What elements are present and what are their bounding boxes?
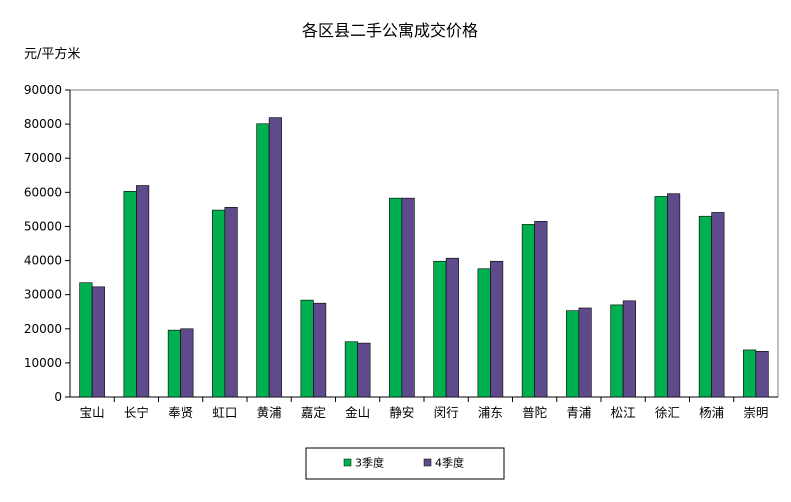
bar-q3 (212, 209, 226, 398)
x-tick-label: 宝山 (80, 405, 105, 420)
legend-swatch-q3 (343, 458, 352, 467)
bar-q3 (698, 215, 712, 398)
legend-swatch-q4 (423, 458, 432, 467)
legend-box (305, 447, 505, 480)
bar-q4 (91, 286, 105, 398)
bar-q4 (667, 193, 681, 398)
bar-q4 (534, 221, 548, 398)
legend-label-q4: 4季度 (435, 456, 464, 470)
x-tick-label: 长宁 (124, 405, 149, 420)
y-tick-label: 0 (54, 390, 62, 404)
x-tick-label: 浦东 (478, 405, 503, 420)
y-tick-label: 30000 (24, 288, 62, 302)
legend: 3季度 4季度 (305, 447, 505, 480)
x-tick-label: 杨浦 (699, 405, 724, 420)
bar-q4 (755, 350, 769, 398)
y-tick-label: 40000 (24, 254, 62, 268)
legend-label-q3: 3季度 (355, 456, 384, 470)
x-tick-label: 闵行 (434, 405, 459, 420)
x-tick-label: 普陀 (522, 405, 547, 420)
bar-q3 (610, 304, 624, 398)
bar-q4 (136, 185, 150, 398)
bar-q3 (743, 349, 757, 398)
y-tick-label: 90000 (24, 83, 62, 97)
bar-q4 (622, 300, 636, 398)
bar-q4 (401, 197, 415, 398)
x-tick-label: 崇明 (743, 405, 768, 420)
bar-q3 (389, 197, 403, 398)
chart-title: 各区县二手公寓成交价格 (302, 21, 478, 40)
y-axis-unit-label: 元/平方米 (24, 46, 80, 62)
bar-q3 (344, 341, 358, 398)
x-tick-label: 黄浦 (257, 405, 282, 420)
x-tick-label: 青浦 (566, 405, 591, 420)
bar-q4 (578, 307, 592, 398)
bar-q3 (654, 196, 668, 398)
plot-area: 0 10000 20000 30000 40000 50000 60000 70000 8000… (24, 83, 779, 420)
bar-q3 (79, 282, 93, 398)
bar-q3 (123, 191, 137, 398)
x-tick-label: 松江 (611, 405, 636, 420)
y-tick-label: 20000 (24, 322, 62, 336)
bar-q4 (711, 212, 725, 398)
bar-q4 (445, 257, 459, 398)
bar-q3 (566, 310, 580, 398)
y-tick-label: 50000 (24, 219, 62, 233)
x-tick-label: 嘉定 (301, 405, 326, 420)
bar-q3 (256, 123, 270, 398)
y-tick-label: 70000 (24, 151, 62, 165)
y-tick-label: 80000 (24, 117, 62, 131)
y-tick-label: 10000 (24, 356, 62, 370)
bar-q4 (490, 260, 504, 398)
bar-q3 (300, 299, 314, 398)
x-tick-label: 金山 (345, 405, 370, 420)
bar-q3 (521, 224, 535, 398)
x-tick-label: 徐汇 (655, 405, 680, 420)
y-tick-label: 60000 (24, 185, 62, 199)
bar-q3 (477, 268, 491, 398)
bar-q4 (268, 117, 282, 398)
bar-q3 (167, 329, 181, 398)
x-tick-label: 奉贤 (168, 405, 193, 420)
bar-q3 (433, 260, 447, 398)
bar-q4 (357, 342, 371, 398)
bar-q4 (224, 207, 238, 398)
x-tick-label: 虹口 (212, 405, 237, 420)
bar-q4 (180, 328, 194, 398)
x-tick-label: 静安 (389, 405, 414, 420)
bar-q4 (313, 302, 327, 398)
